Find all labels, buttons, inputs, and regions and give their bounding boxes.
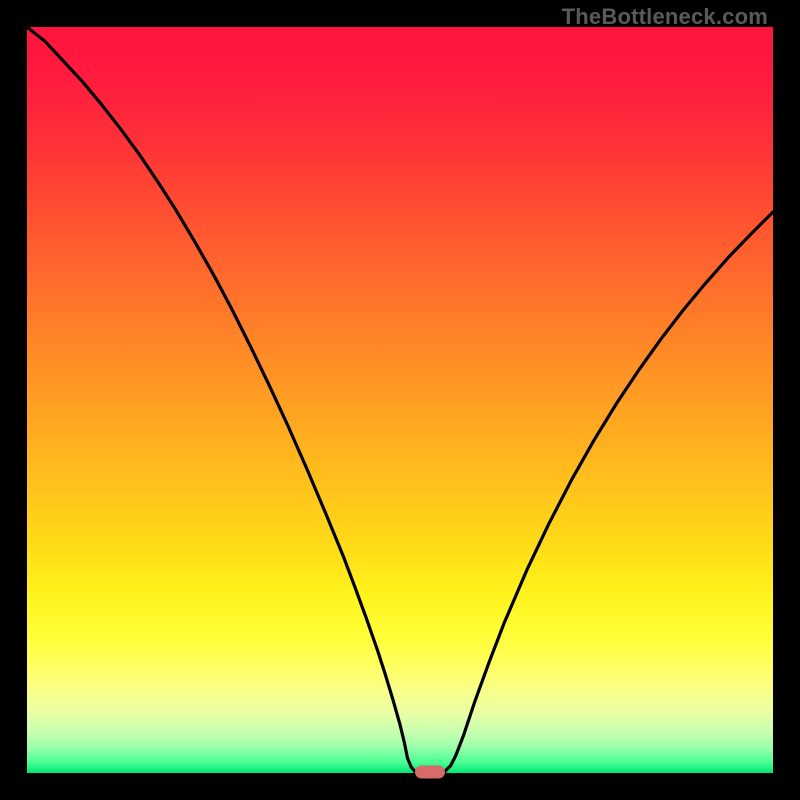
- bottleneck-marker: [415, 765, 445, 778]
- plot-area: [27, 27, 773, 773]
- watermark-text: TheBottleneck.com: [562, 4, 768, 30]
- bottleneck-curve: [27, 27, 773, 773]
